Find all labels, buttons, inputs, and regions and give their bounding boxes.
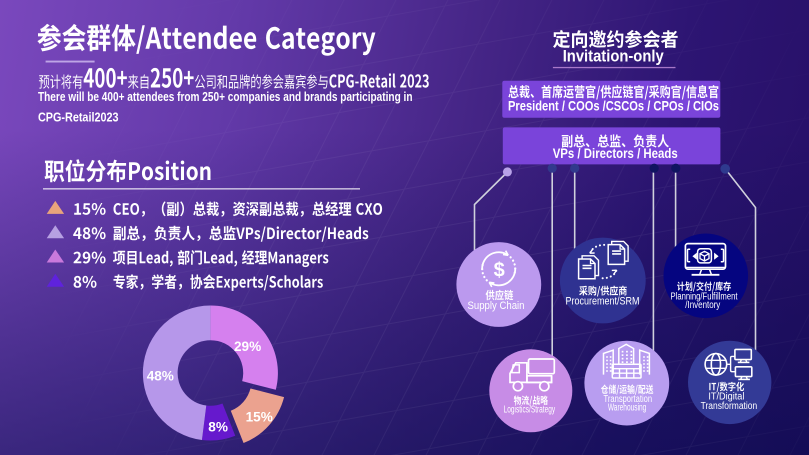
svg-text:Planning/Fulfillment: Planning/Fulfillment bbox=[671, 292, 738, 303]
svg-text:29%: 29% bbox=[234, 339, 261, 354]
svg-text:IT/Digital: IT/Digital bbox=[708, 391, 744, 402]
svg-text:Transformation: Transformation bbox=[701, 401, 758, 412]
svg-text:There will be 400+ attendees f: There will be 400+ attendees from 250+ c… bbox=[38, 89, 413, 104]
svg-text:8%: 8% bbox=[208, 420, 228, 435]
svg-text:48%: 48% bbox=[147, 369, 174, 384]
svg-text:Logistics/Strategy: Logistics/Strategy bbox=[504, 404, 556, 415]
svg-text:Transportation: Transportation bbox=[604, 394, 653, 405]
svg-text:Warehousing: Warehousing bbox=[608, 403, 647, 414]
svg-text:Procurement/SRM: Procurement/SRM bbox=[566, 295, 640, 307]
svg-text:VPs / Directors / Heads: VPs / Directors / Heads bbox=[553, 146, 678, 161]
svg-text:CPG-Retail2023: CPG-Retail2023 bbox=[38, 109, 119, 124]
svg-text:Invitation-only: Invitation-only bbox=[563, 47, 665, 65]
svg-text:$: $ bbox=[494, 259, 505, 281]
svg-text:President / COOs /CSCOs / CPOs: President / COOs /CSCOs / CPOs / CIOs bbox=[508, 97, 719, 113]
svg-text:Supply Chain: Supply Chain bbox=[468, 300, 525, 312]
svg-text:15%: 15% bbox=[246, 410, 273, 425]
svg-text:/Inventory: /Inventory bbox=[685, 300, 720, 311]
